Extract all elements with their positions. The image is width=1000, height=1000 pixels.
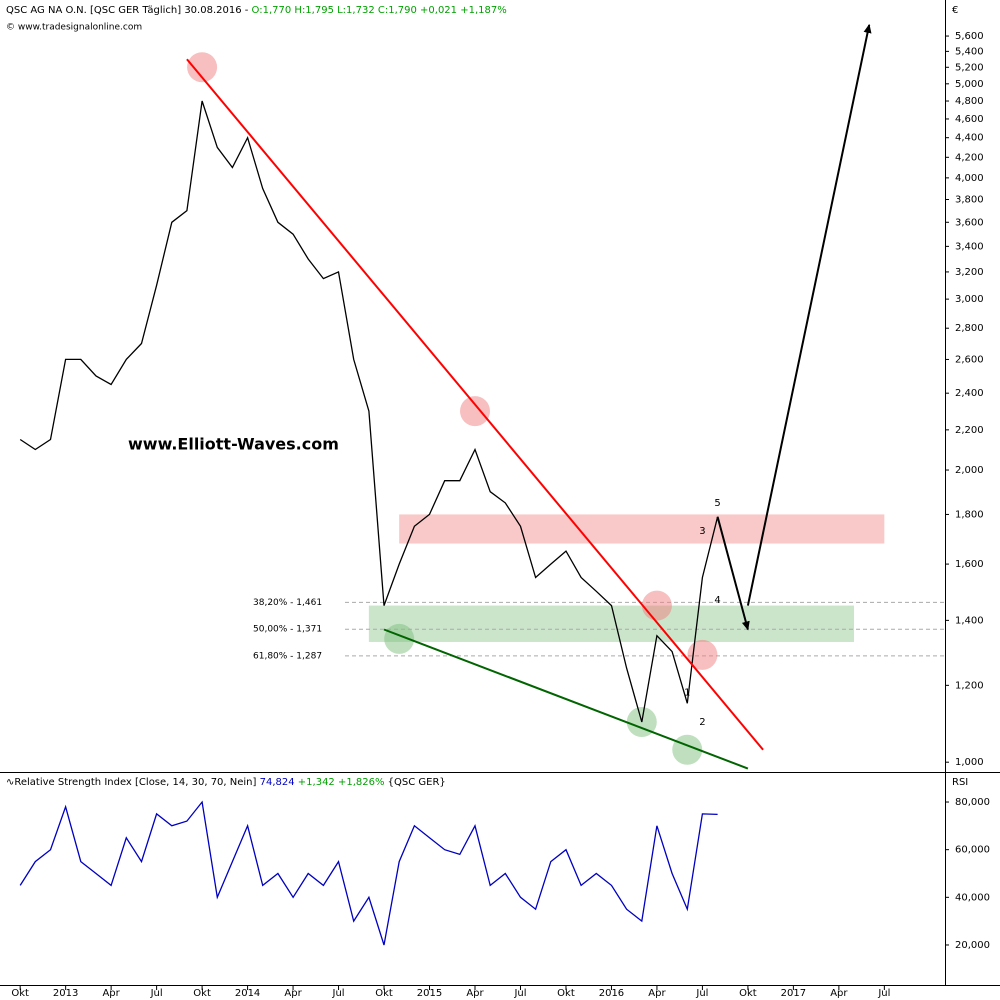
y-tick-label: 20,000 <box>955 940 990 951</box>
source: © www.tradesignalonline.com <box>6 23 142 33</box>
x-tick-label: Jul <box>877 988 890 999</box>
trend-line <box>383 628 749 770</box>
y-tick-label: 4,000 <box>955 173 984 184</box>
fib-label: 50,00% - 1,371 <box>253 625 322 635</box>
y-tick-label: 5,000 <box>955 79 984 90</box>
price-header: QSC AG NA O.N. [QSC GER Täglich] 30.08.2… <box>6 5 507 16</box>
y-tick-label: 3,000 <box>955 294 984 305</box>
unit-label: € <box>952 5 958 16</box>
wave-label: 5 <box>714 498 720 509</box>
rsi-header: ∿Relative Strength Index [Close, 14, 30,… <box>6 777 446 788</box>
y-tick-label: 3,400 <box>955 241 984 252</box>
x-tick-label: 2015 <box>417 988 442 999</box>
x-tick-label: Okt <box>739 988 757 999</box>
y-tick-label: 4,600 <box>955 114 984 125</box>
x-tick-label: Jul <box>150 988 163 999</box>
x-tick-label: Apr <box>284 988 302 999</box>
y-tick-label: 2,200 <box>955 425 984 436</box>
header-part: {QSC GER} <box>388 777 446 788</box>
y-tick-label: 80,000 <box>955 797 990 808</box>
projection-arrow <box>746 23 872 606</box>
y-tick-label: 60,000 <box>955 845 990 856</box>
series-line <box>19 100 719 723</box>
y-tick-label: 4,800 <box>955 96 984 107</box>
y-tick-label: 3,200 <box>955 267 984 278</box>
y-tick-label: 1,400 <box>955 615 984 626</box>
x-tick-label: Apr <box>830 988 848 999</box>
y-tick-label: 2,400 <box>955 388 984 399</box>
wave-label: 2 <box>699 717 705 728</box>
y-tick-label: 5,200 <box>955 62 984 73</box>
x-tick-label: Jul <box>332 988 345 999</box>
highlight <box>187 52 218 83</box>
x-tick-label: Apr <box>648 988 666 999</box>
y-tick-label: 3,800 <box>955 194 984 205</box>
x-tick-label: Okt <box>193 988 211 999</box>
unit-label: RSI <box>952 777 968 788</box>
x-tick-label: 2014 <box>235 988 260 999</box>
trend-line <box>186 58 764 751</box>
zone <box>368 605 855 642</box>
y-tick-label: 5,600 <box>955 31 984 42</box>
x-tick-label: Okt <box>11 988 29 999</box>
watermark: www.Elliott-Waves.com <box>128 435 339 454</box>
header-part: 74,824 <box>260 777 298 788</box>
x-tick-label: Apr <box>466 988 484 999</box>
x-tick-label: Jul <box>513 988 526 999</box>
y-tick-label: 3,600 <box>955 217 984 228</box>
highlight <box>384 623 415 654</box>
fib-label: 38,20% - 1,461 <box>253 598 322 608</box>
y-tick-label: 4,200 <box>955 152 984 163</box>
y-tick-label: 40,000 <box>955 892 990 903</box>
y-tick-label: 2,800 <box>955 323 984 334</box>
fib-label: 61,80% - 1,287 <box>253 651 322 661</box>
y-tick-label: 4,400 <box>955 133 984 144</box>
highlight <box>641 590 672 621</box>
highlight <box>687 639 718 670</box>
x-tick-label: Apr <box>102 988 120 999</box>
x-tick-label: 2013 <box>53 988 78 999</box>
zone <box>399 514 885 544</box>
series-line <box>19 800 718 946</box>
y-tick-label: 2,000 <box>955 465 984 476</box>
x-tick-label: Jul <box>695 988 708 999</box>
header-part: ∿Relative Strength Index [Close, 14, 30,… <box>6 777 260 788</box>
header-part: +1,342 +1,826% <box>298 777 388 788</box>
wave-label: 3 <box>699 526 705 537</box>
y-tick-label: 1,800 <box>955 509 984 520</box>
x-tick-label: Okt <box>375 988 393 999</box>
x-tick-label: 2017 <box>781 988 806 999</box>
y-tick-label: 5,400 <box>955 46 984 57</box>
wave-label: 1 <box>684 687 690 698</box>
header-part: O:1,770 H:1,795 L:1,732 C:1,790 +0,021 +… <box>252 5 507 16</box>
y-tick-label: 1,200 <box>955 680 984 691</box>
x-tick-label: 2016 <box>599 988 624 999</box>
x-tick-label: Okt <box>557 988 575 999</box>
y-tick-label: 2,600 <box>955 354 984 365</box>
highlight <box>460 396 490 427</box>
header-part: QSC AG NA O.N. [QSC GER Täglich] 30.08.2… <box>6 5 252 16</box>
projection-arrow <box>716 516 750 631</box>
y-tick-label: 1,600 <box>955 559 984 570</box>
y-tick-label: 1,000 <box>955 757 984 768</box>
wave-label: 4 <box>714 595 720 606</box>
